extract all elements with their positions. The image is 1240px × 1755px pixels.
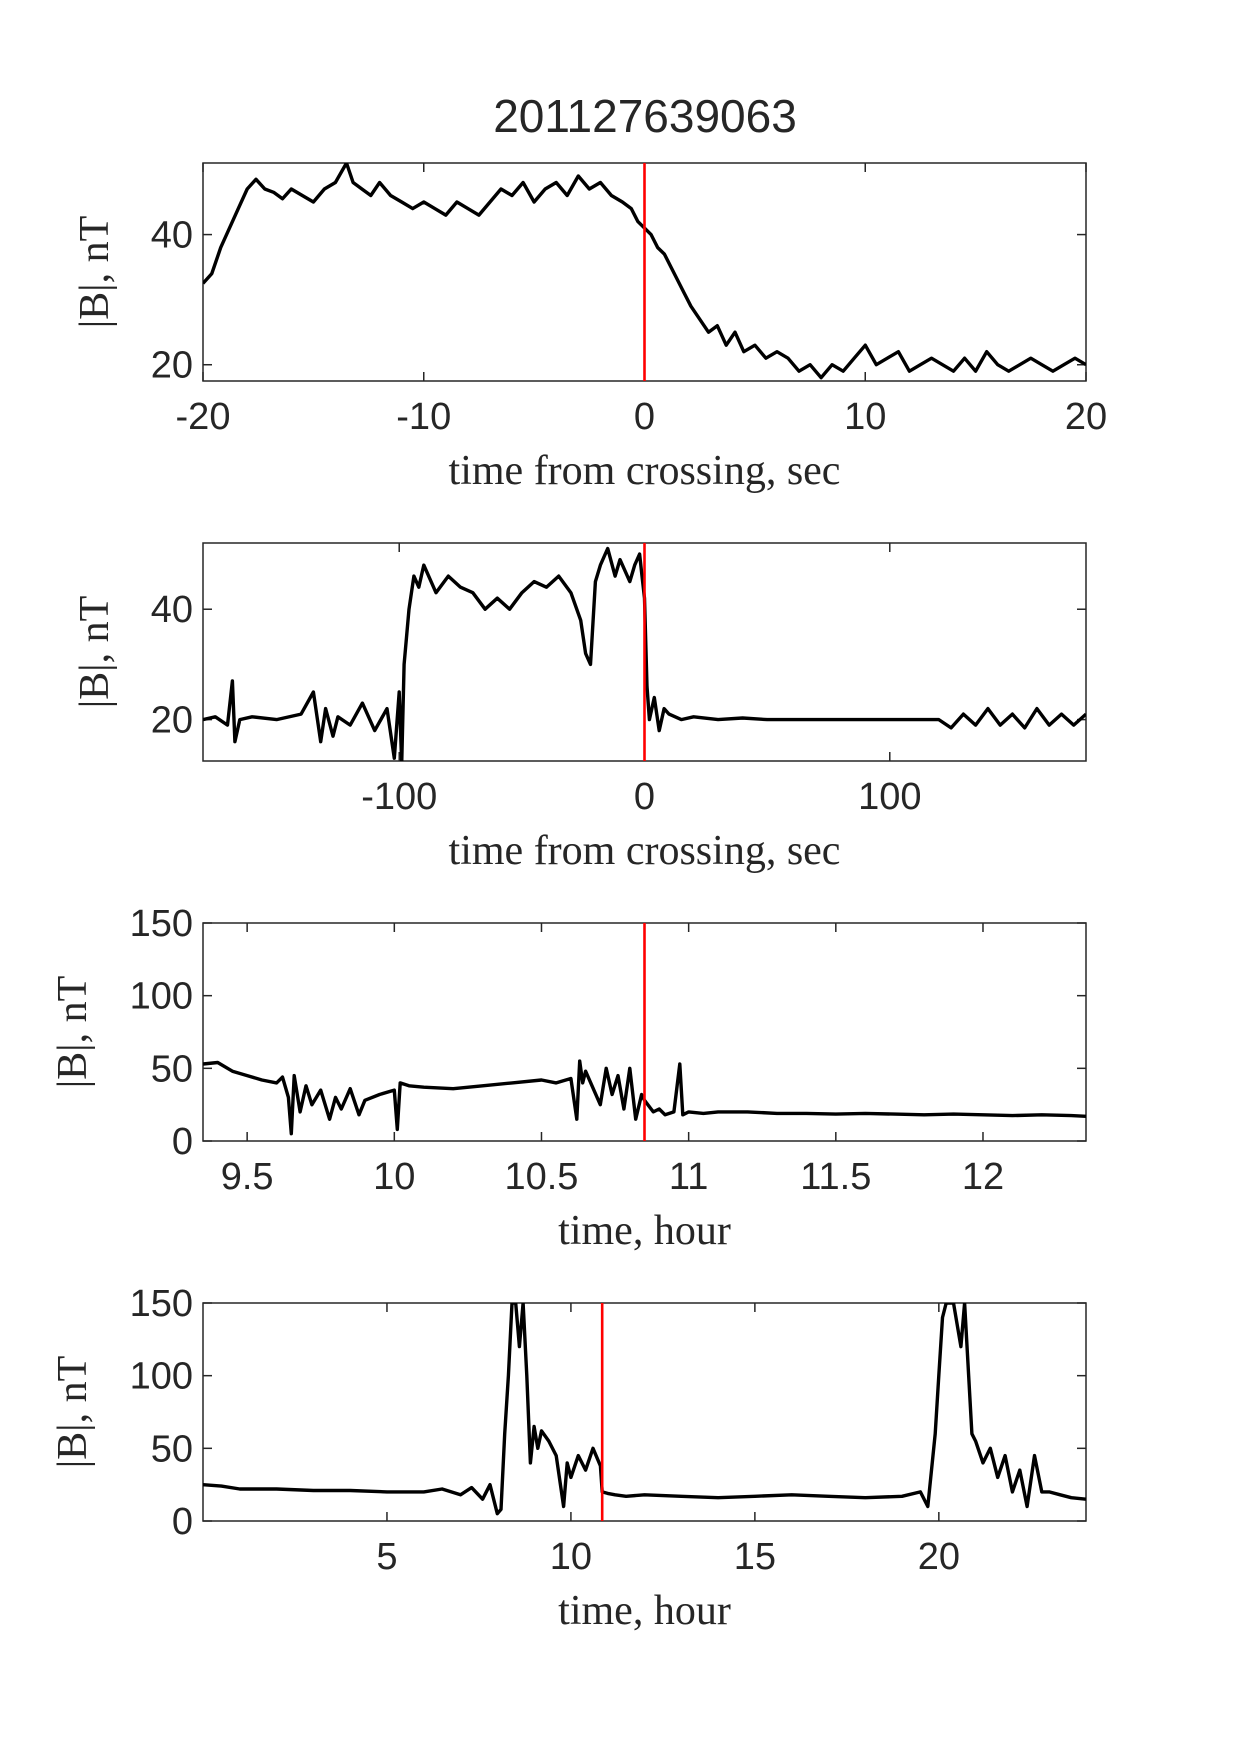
- y-tick-label: 100: [130, 1356, 193, 1398]
- x-tick-label: 5: [376, 1536, 397, 1578]
- y-tick-label: 0: [172, 1121, 193, 1163]
- x-tick-label: 0: [634, 396, 655, 438]
- x-tick-label: -100: [361, 776, 437, 818]
- x-tick-label: 12: [962, 1156, 1004, 1198]
- y-axis-label: |B|, nT: [72, 216, 118, 329]
- x-tick-label: 100: [858, 776, 921, 818]
- x-tick-label: 15: [734, 1536, 776, 1578]
- y-tick-label: 50: [151, 1428, 193, 1470]
- x-tick-label: 0: [634, 776, 655, 818]
- y-axis-label: |B|, nT: [72, 596, 118, 709]
- y-tick-label: 50: [151, 1048, 193, 1090]
- x-tick-label: 10: [550, 1536, 592, 1578]
- x-tick-label: 20: [918, 1536, 960, 1578]
- x-tick-label: 10: [844, 396, 886, 438]
- y-axis-label: |B|, nT: [50, 976, 96, 1089]
- x-tick-label: 11: [669, 1156, 708, 1198]
- y-tick-label: 150: [130, 1283, 193, 1325]
- y-axis-label: |B|, nT: [50, 1356, 96, 1469]
- y-tick-label: 20: [151, 345, 193, 387]
- x-axis-label: time, hour: [558, 1208, 731, 1254]
- chart-panel-4: 5 10 15 20 0 50 100 150 time, hour |B|, nT: [50, 1283, 1087, 1634]
- figure-title: 201127639063: [493, 90, 797, 142]
- y-tick-label: 100: [130, 976, 193, 1018]
- y-tick-label: 0: [172, 1501, 193, 1543]
- series-line-B-0: [203, 1059, 1086, 1136]
- x-axis-label: time, hour: [558, 1588, 731, 1634]
- chart-panel-2: -100 0 100 20 40 time from crossing, sec |B|, …: [72, 542, 1087, 874]
- chart-panel-3: 9.5 10 10.5 11 11.5 12 0 50 100 150 time, hour |B|,…: [50, 903, 1087, 1254]
- x-tick-label: 9.5: [221, 1156, 274, 1198]
- plot-area: [202, 1302, 1087, 1522]
- y-tick-label: 40: [151, 589, 193, 631]
- y-tick-label: 40: [151, 215, 193, 257]
- series-line-B-0: [203, 546, 1086, 761]
- x-tick-label: 20: [1065, 396, 1107, 438]
- chart-panel-1: -20 -10 0 10 20 20 40 time from crossing, sec |B…: [72, 162, 1107, 494]
- x-tick-label: -10: [396, 396, 451, 438]
- x-tick-label: -20: [176, 396, 231, 438]
- y-tick-label: 20: [151, 700, 193, 742]
- x-axis-label: time from crossing, sec: [449, 448, 841, 494]
- x-tick-label: 10: [373, 1156, 415, 1198]
- y-tick-label: 150: [130, 903, 193, 945]
- x-tick-label: 11.5: [800, 1156, 871, 1198]
- x-tick-label: 10.5: [504, 1156, 578, 1198]
- x-axis-label: time from crossing, sec: [449, 828, 841, 874]
